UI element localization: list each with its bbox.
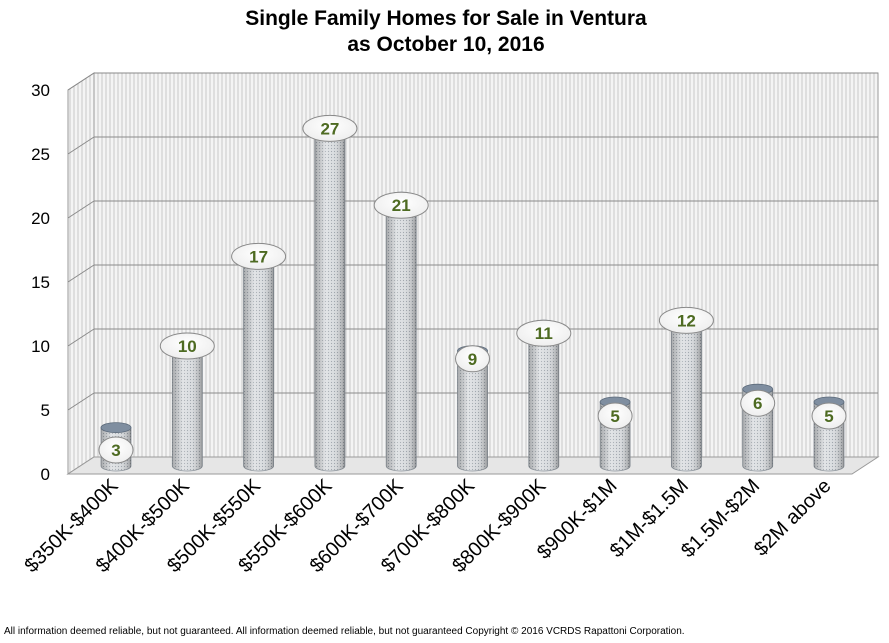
bar xyxy=(243,242,275,472)
data-label: 12 xyxy=(658,306,714,334)
data-label-oval xyxy=(231,242,287,270)
data-label-oval xyxy=(516,319,572,347)
bar-shading xyxy=(314,120,345,472)
y-tick-label: 25 xyxy=(31,145,50,164)
bar-shading xyxy=(671,312,702,472)
x-axis-ticks: $350K-$400K$400K-$500K$500K-$550K$550K-$… xyxy=(20,475,835,578)
data-label-text: 27 xyxy=(320,119,339,138)
data-labels: 3 10 17 27 21 9 11 5 12 6 5 xyxy=(98,114,847,464)
data-label: 10 xyxy=(159,332,215,360)
data-label-oval xyxy=(302,114,358,142)
gridline-side xyxy=(67,328,95,347)
data-label: 6 xyxy=(740,389,776,417)
bar xyxy=(385,191,417,472)
data-label: 17 xyxy=(231,242,287,270)
y-tick-label: 15 xyxy=(31,273,50,292)
data-label-text: 6 xyxy=(753,394,762,413)
data-label-text: 17 xyxy=(249,247,268,266)
y-tick-label: 5 xyxy=(41,401,50,420)
data-label: 5 xyxy=(811,402,847,430)
x-tick-label: $2M above xyxy=(750,475,836,561)
y-tick-label: 20 xyxy=(31,209,50,228)
data-label: 21 xyxy=(373,191,429,219)
bar-shading xyxy=(528,325,559,472)
bar xyxy=(314,115,346,472)
data-label: 9 xyxy=(455,345,490,373)
data-label-text: 3 xyxy=(111,441,120,460)
data-label-oval xyxy=(159,332,215,360)
data-label-text: 9 xyxy=(468,350,477,369)
gridline-side xyxy=(67,264,95,283)
data-label-text: 11 xyxy=(535,324,553,343)
data-label: 11 xyxy=(516,319,572,347)
bar-shading xyxy=(243,248,274,472)
gridline-side xyxy=(67,392,95,411)
data-label: 27 xyxy=(302,114,358,142)
y-tick-label: 30 xyxy=(31,81,50,100)
chart-title-line-2: as October 10, 2016 xyxy=(347,33,544,56)
data-label-text: 10 xyxy=(178,337,197,356)
data-label-text: 12 xyxy=(677,311,696,330)
data-label-oval xyxy=(597,402,633,430)
data-label-text: 5 xyxy=(610,407,619,426)
gridline-side xyxy=(67,72,95,91)
bar-top xyxy=(100,422,132,434)
y-tick-label: 0 xyxy=(41,465,50,484)
data-label-oval xyxy=(740,389,776,417)
bar-shading xyxy=(172,338,203,472)
data-label-oval xyxy=(658,306,714,334)
chart-title-line-1: Single Family Homes for Sale in Ventura xyxy=(245,7,647,30)
data-label: 5 xyxy=(597,402,633,430)
gridline-side xyxy=(67,136,95,155)
bar xyxy=(457,345,488,472)
gridline-side xyxy=(67,200,95,219)
copyright-footer: All information deemed reliable, but not… xyxy=(4,626,685,637)
data-label-oval xyxy=(811,402,847,430)
data-label-oval xyxy=(373,191,429,219)
bar-shading xyxy=(457,350,488,471)
y-tick-label: 10 xyxy=(31,337,50,356)
data-label-oval xyxy=(455,345,490,373)
data-label: 3 xyxy=(98,436,134,464)
bar-shading xyxy=(386,197,417,472)
data-label-text: 5 xyxy=(824,407,833,426)
y-axis-ticks: 0 5 10 15 20 25 30 xyxy=(31,81,50,484)
data-label-text: 21 xyxy=(392,196,411,215)
data-label-oval xyxy=(98,436,134,464)
